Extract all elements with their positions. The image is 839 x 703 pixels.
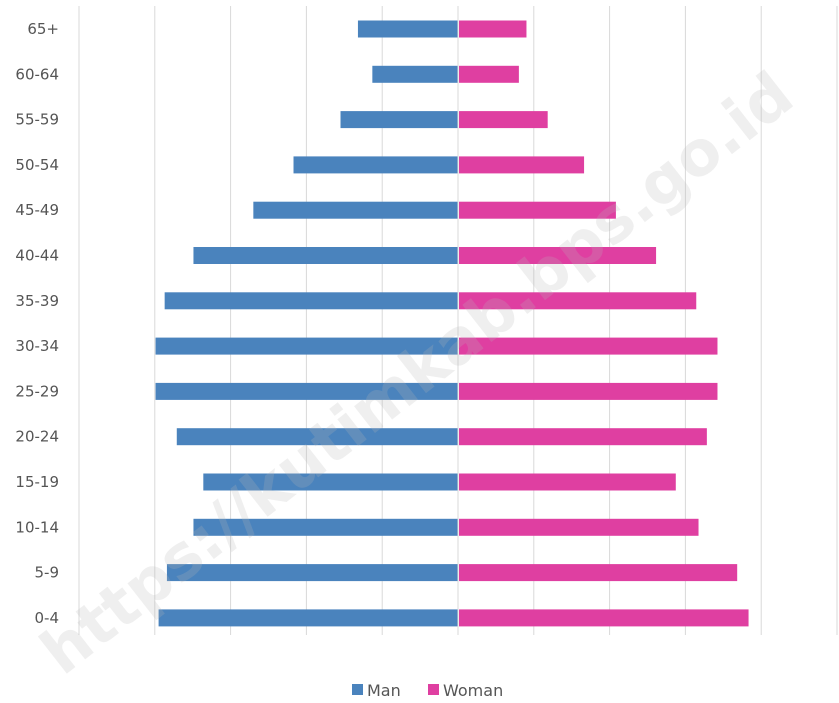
category-tick-label: 30-34 — [15, 337, 59, 355]
category-tick-label: 40-44 — [15, 247, 59, 265]
bar-man — [357, 20, 458, 38]
category-tick-label: 45-49 — [15, 201, 59, 219]
bar-man — [253, 201, 458, 219]
bar-man — [193, 247, 458, 264]
bar-woman — [459, 201, 616, 219]
bar-man — [158, 609, 458, 627]
bar-man — [372, 65, 458, 83]
bar-woman — [459, 609, 749, 627]
bar-man — [176, 428, 459, 446]
bar-woman — [459, 473, 676, 491]
category-tick-label: 10-14 — [15, 518, 59, 536]
bar-man — [155, 382, 459, 400]
category-tick-label: 60-64 — [15, 65, 59, 83]
bar-woman — [459, 111, 548, 129]
watermark: https://kutimkab.bps.go.id — [27, 57, 806, 688]
bar-woman — [459, 428, 707, 446]
bar-man — [340, 111, 458, 129]
category-tick-label: 5-9 — [35, 564, 60, 582]
bar-man — [293, 156, 458, 174]
bar-man — [155, 337, 459, 355]
legend: Man Woman — [352, 681, 503, 700]
category-tick-label: 55-59 — [15, 111, 59, 129]
bars-woman-series — [459, 20, 749, 627]
category-tick-label: 25-29 — [15, 382, 59, 400]
bar-woman — [459, 518, 699, 536]
bar-woman — [459, 382, 718, 400]
gridlines — [78, 6, 838, 635]
bar-man — [203, 473, 458, 491]
bar-woman — [459, 337, 718, 355]
bar-man — [166, 564, 459, 582]
category-tick-label: 15-19 — [15, 473, 59, 491]
bar-woman — [459, 20, 527, 38]
bars-man-series — [155, 20, 459, 627]
bar-woman — [459, 292, 697, 310]
bar-man — [193, 518, 458, 536]
bar-woman — [459, 65, 519, 83]
category-tick-label: 50-54 — [15, 156, 59, 174]
bar-woman — [459, 156, 585, 174]
category-tick-label: 0-4 — [35, 609, 60, 627]
legend-label-man: Man — [367, 681, 401, 700]
legend-label-woman: Woman — [443, 681, 503, 700]
bar-man — [164, 292, 459, 310]
category-tick-label: 65+ — [27, 20, 59, 38]
legend-swatch-woman — [428, 684, 439, 695]
category-tick-label: 35-39 — [15, 292, 59, 310]
bar-woman — [459, 247, 657, 264]
legend-swatch-man — [352, 684, 363, 695]
category-tick-labels: 65+ 60-64 55-59 50-54 45-49 40-44 35-39 30-34 25… — [15, 20, 59, 627]
category-tick-label: 20-24 — [15, 428, 59, 446]
bar-woman — [459, 564, 738, 582]
